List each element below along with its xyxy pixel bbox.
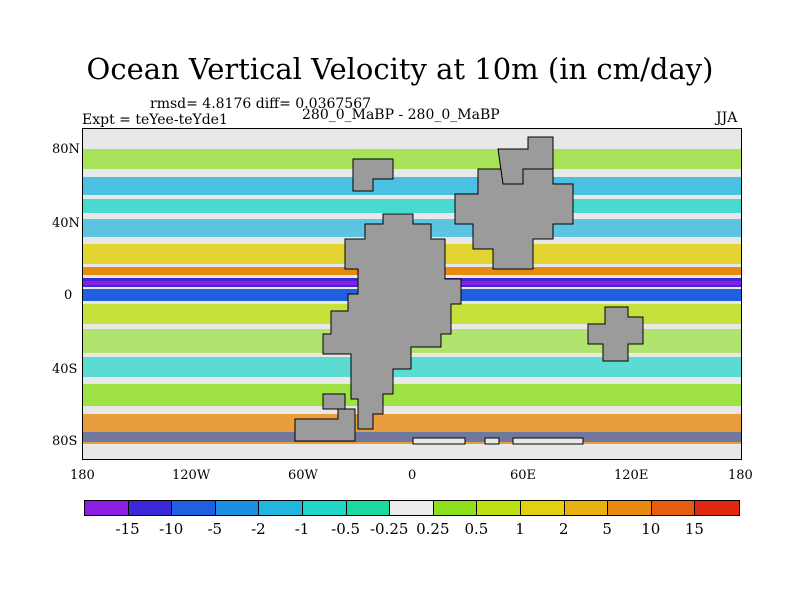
colorbar-label: 0.25 xyxy=(416,520,450,538)
colorbar-label: -0.25 xyxy=(369,520,409,538)
comparison-label: 280_0_MaBP - 280_0_MaBP xyxy=(302,107,500,123)
lon-tick-0: 0 xyxy=(408,468,417,483)
colorbar-label: 10 xyxy=(641,520,661,538)
lon-tick-60e: 60E xyxy=(510,468,537,483)
colorbar-cell xyxy=(477,501,521,515)
land-asia xyxy=(497,136,554,185)
lat-tick-40n: 40N xyxy=(52,216,80,231)
lon-tick-180e: 180 xyxy=(728,468,753,483)
stats-text: rmsd= 4.8176 diff= 0.0367567 xyxy=(150,96,372,112)
season-label: JJA xyxy=(716,110,738,126)
ice-shelf-2 xyxy=(484,437,500,445)
map-svg xyxy=(83,129,741,445)
lat-tick-80n: 80N xyxy=(52,142,80,157)
land-australia xyxy=(587,306,644,362)
lon-tick-60w: 60W xyxy=(288,468,318,483)
colorbar-label: -1 xyxy=(294,520,310,538)
colorbar-label: 0.5 xyxy=(464,520,489,538)
colorbar-cell xyxy=(215,501,260,515)
colorbar-label: -5 xyxy=(207,520,223,538)
ice-shelf-1 xyxy=(412,437,466,445)
colorbar-cell xyxy=(302,501,347,515)
colorbar-cell xyxy=(520,501,565,515)
lon-tick-180w: 180 xyxy=(70,468,95,483)
colorbar-label: 15 xyxy=(684,520,704,538)
land-antarctica-peninsula xyxy=(322,393,346,410)
lat-tick-80s: 80S xyxy=(52,434,78,449)
experiment-label: Expt = teYee-teYde1 xyxy=(82,112,228,128)
colorbar-cell xyxy=(390,501,434,515)
colorbar-cell xyxy=(608,501,652,515)
colorbar-label: -10 xyxy=(159,520,184,538)
ocean-band-north-mid xyxy=(83,177,741,195)
colorbar-cell xyxy=(172,501,216,515)
land-antarctica-west xyxy=(294,408,356,442)
lat-tick-40s: 40S xyxy=(52,362,78,377)
ocean-band-north-mid2 xyxy=(83,199,741,213)
colorbar-label: 5 xyxy=(602,520,612,538)
colorbar-label: 1 xyxy=(515,520,525,538)
colorbar xyxy=(84,500,740,516)
map-panel xyxy=(82,128,742,460)
ocean-band-north-subpolar xyxy=(83,149,741,169)
lon-tick-120e: 120E xyxy=(614,468,649,483)
colorbar-cell xyxy=(128,501,173,515)
colorbar-cell xyxy=(651,501,696,515)
colorbar-label: 2 xyxy=(558,520,569,538)
colorbar-label: -0.5 xyxy=(331,520,361,538)
colorbar-cell xyxy=(564,501,609,515)
colorbar-cell xyxy=(346,501,391,515)
land-greenland xyxy=(352,158,394,192)
land-americas xyxy=(322,213,462,430)
plot-title: Ocean Vertical Velocity at 10m (in cm/da… xyxy=(86,52,714,86)
ocean-band-south-mid xyxy=(83,357,741,377)
colorbar-label: -15 xyxy=(115,520,140,538)
colorbar-cell xyxy=(433,501,478,515)
colorbar-cell xyxy=(85,501,129,515)
lon-tick-120w: 120W xyxy=(172,468,211,483)
lat-tick-0: 0 xyxy=(64,288,73,303)
colorbar-cell xyxy=(695,501,739,515)
ice-shelf-3 xyxy=(512,437,584,445)
ocean-band-antarctic-edge xyxy=(83,432,741,442)
colorbar-cell xyxy=(259,501,303,515)
ocean-band-south-polar xyxy=(83,384,741,406)
colorbar-label: -2 xyxy=(251,520,266,538)
